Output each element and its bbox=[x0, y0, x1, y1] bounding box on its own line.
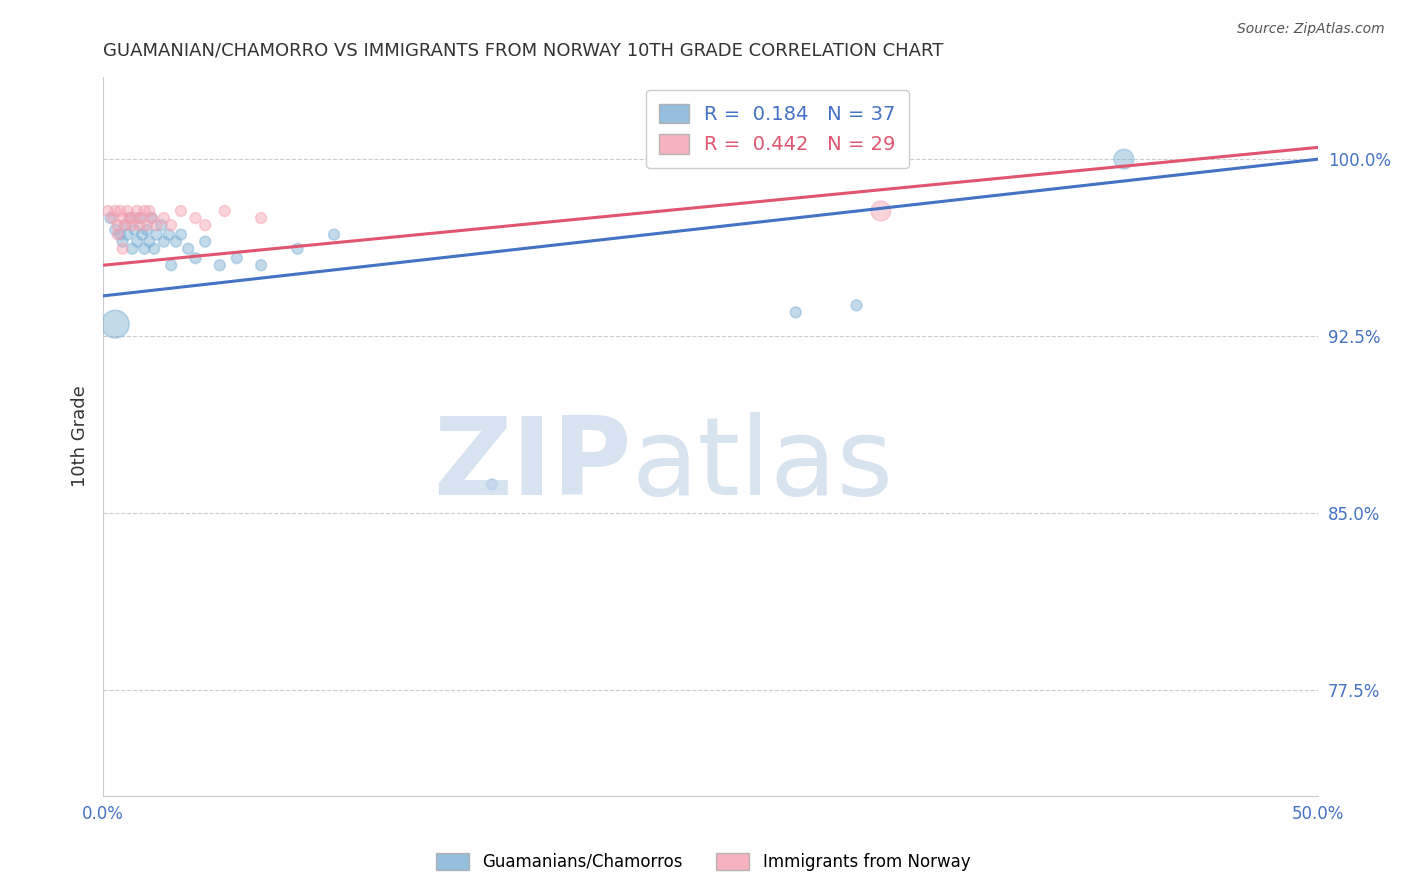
Point bbox=[114, 218, 136, 232]
Point bbox=[138, 204, 160, 219]
Point bbox=[111, 242, 134, 256]
Point bbox=[108, 227, 131, 242]
Point bbox=[150, 218, 173, 232]
Point bbox=[160, 258, 183, 272]
Point bbox=[97, 204, 120, 219]
Point bbox=[127, 204, 149, 219]
Point bbox=[145, 218, 167, 232]
Point bbox=[141, 211, 163, 225]
Point bbox=[177, 242, 200, 256]
Text: ZIP: ZIP bbox=[433, 412, 631, 518]
Point bbox=[225, 251, 247, 265]
Point bbox=[108, 204, 131, 219]
Point bbox=[323, 227, 346, 242]
Y-axis label: 10th Grade: 10th Grade bbox=[72, 385, 89, 487]
Point bbox=[135, 223, 157, 237]
Point bbox=[157, 227, 180, 242]
Point bbox=[134, 204, 156, 219]
Point bbox=[184, 211, 207, 225]
Point bbox=[111, 235, 134, 249]
Point bbox=[118, 211, 141, 225]
Point bbox=[160, 218, 183, 232]
Point bbox=[214, 204, 236, 219]
Point bbox=[127, 235, 149, 249]
Point bbox=[121, 242, 143, 256]
Legend: Guamanians/Chamorros, Immigrants from Norway: Guamanians/Chamorros, Immigrants from No… bbox=[427, 845, 979, 880]
Point bbox=[194, 235, 217, 249]
Point bbox=[869, 204, 891, 219]
Point bbox=[170, 204, 193, 219]
Point bbox=[117, 227, 139, 242]
Point bbox=[124, 223, 146, 237]
Point bbox=[141, 211, 163, 225]
Point bbox=[128, 218, 150, 232]
Point bbox=[114, 218, 136, 232]
Point bbox=[121, 218, 143, 232]
Point bbox=[194, 218, 217, 232]
Point bbox=[165, 235, 187, 249]
Legend: R =  0.184   N = 37, R =  0.442   N = 29: R = 0.184 N = 37, R = 0.442 N = 29 bbox=[645, 90, 910, 168]
Point bbox=[170, 227, 193, 242]
Point bbox=[124, 211, 146, 225]
Point bbox=[153, 235, 176, 249]
Point bbox=[111, 211, 134, 225]
Point bbox=[131, 227, 153, 242]
Text: atlas: atlas bbox=[631, 412, 894, 518]
Point bbox=[845, 298, 868, 312]
Point bbox=[131, 211, 153, 225]
Text: GUAMANIAN/CHAMORRO VS IMMIGRANTS FROM NORWAY 10TH GRADE CORRELATION CHART: GUAMANIAN/CHAMORRO VS IMMIGRANTS FROM NO… bbox=[103, 42, 943, 60]
Point bbox=[104, 223, 127, 237]
Point bbox=[134, 242, 156, 256]
Point bbox=[117, 204, 139, 219]
Point bbox=[128, 211, 150, 225]
Point bbox=[145, 227, 167, 242]
Point bbox=[100, 211, 122, 225]
Point bbox=[118, 211, 141, 225]
Point bbox=[107, 227, 129, 242]
Point bbox=[250, 258, 273, 272]
Point bbox=[785, 305, 807, 319]
Point bbox=[101, 211, 124, 225]
Point bbox=[104, 204, 127, 219]
Point bbox=[287, 242, 309, 256]
Point bbox=[107, 218, 129, 232]
Point bbox=[1112, 152, 1135, 166]
Point bbox=[135, 218, 157, 232]
Point bbox=[138, 235, 160, 249]
Point bbox=[184, 251, 207, 265]
Point bbox=[104, 317, 127, 331]
Point bbox=[208, 258, 231, 272]
Point bbox=[143, 242, 166, 256]
Point bbox=[153, 211, 176, 225]
Text: Source: ZipAtlas.com: Source: ZipAtlas.com bbox=[1237, 22, 1385, 37]
Point bbox=[250, 211, 273, 225]
Point bbox=[481, 477, 503, 491]
